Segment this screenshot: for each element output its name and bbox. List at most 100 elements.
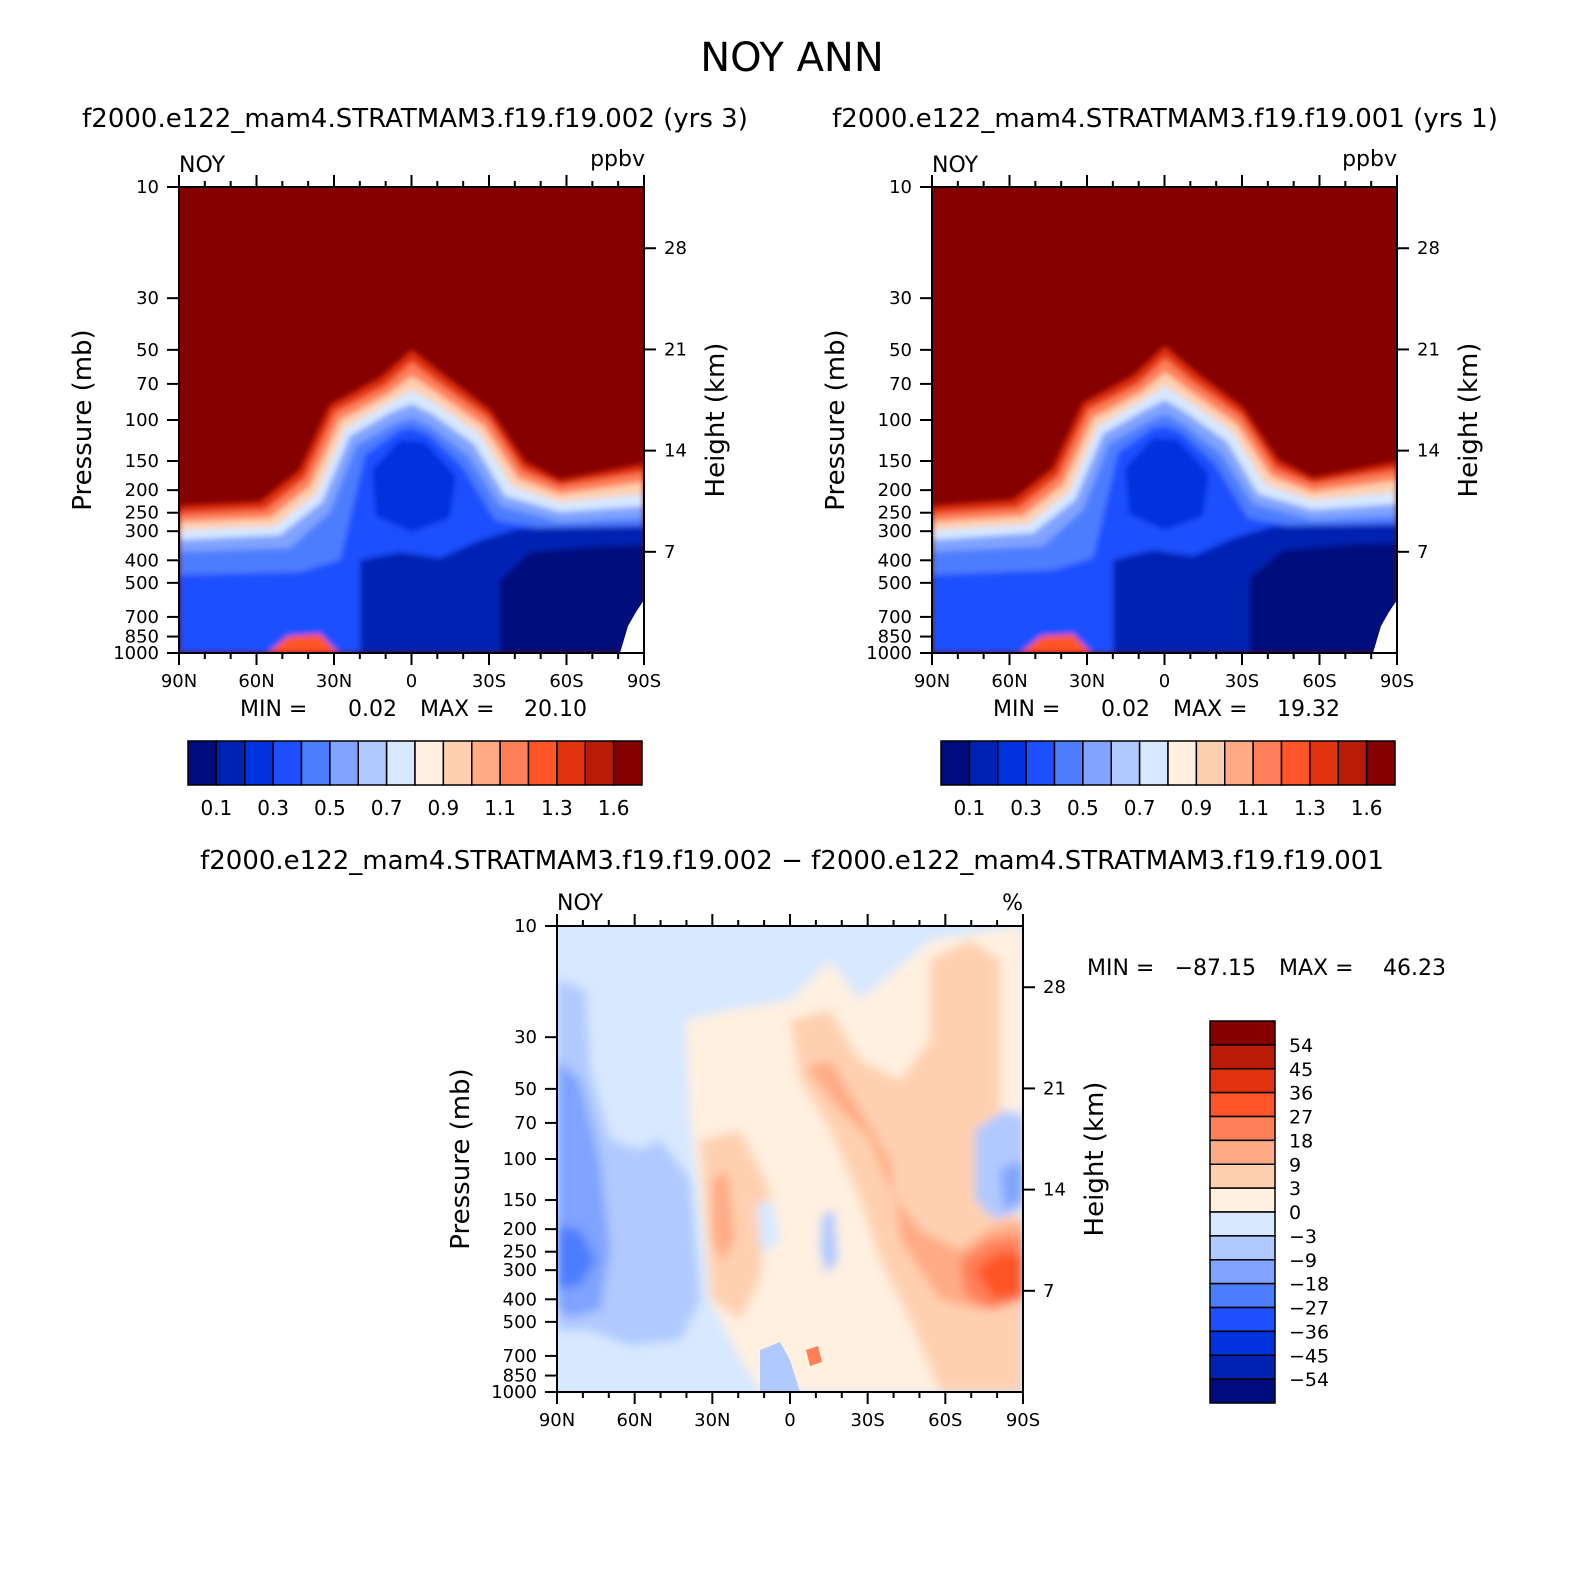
panel-c: f2000.e122_mam4.STRATMAM3.f19.f19.002 − … bbox=[200, 846, 1446, 1431]
panel-a-missing bbox=[620, 600, 644, 653]
colorbar-swatch bbox=[1209, 1211, 1276, 1237]
panel-c-contours bbox=[557, 926, 1023, 1392]
panel-b-colorbar-label: 0.5 bbox=[1067, 796, 1099, 820]
panel-c-y2label: Height (km) bbox=[1080, 1082, 1110, 1237]
panel-a-colorbar-label: 0.9 bbox=[427, 796, 459, 820]
panel-a-colorbar-label: 0.7 bbox=[371, 796, 403, 820]
panel-c-colorbar-label: 54 bbox=[1289, 1035, 1313, 1057]
panel-b-xtick-label: 90S bbox=[1380, 671, 1414, 692]
panel-c-ytick-label: 1000 bbox=[491, 1382, 537, 1403]
panel-b-contours bbox=[932, 187, 1397, 653]
panel-a-max-value: 20.10 bbox=[524, 697, 587, 722]
panel-a-colorbar-label: 0.5 bbox=[314, 796, 346, 820]
panel-a-ytick-labels: 10 30 50 70 100 150 200 250 300 400 500 … bbox=[113, 177, 159, 664]
panel-b-colorbar-label: 0.3 bbox=[1010, 796, 1042, 820]
panel-b-colorbar-label: 0.9 bbox=[1180, 796, 1212, 820]
panel-b-xtick-label: 60S bbox=[1302, 671, 1336, 692]
panel-b-ylabel: Pressure (mb) bbox=[821, 329, 851, 510]
panel-a-units: ppbv bbox=[590, 147, 645, 172]
colorbar-swatch bbox=[187, 740, 218, 786]
colorbar-swatch bbox=[1252, 740, 1283, 786]
panel-c-red-mid-4 bbox=[806, 1060, 1023, 1310]
colorbar-swatch bbox=[1209, 1139, 1276, 1165]
panel-c-ytick-labels: 10 30 50 70 100 150 200 250 300 400 500 … bbox=[491, 916, 537, 1403]
panel-c-blue-west-3 bbox=[557, 1225, 596, 1290]
panel-b-colorbar bbox=[940, 740, 1396, 786]
panel-c-xtick-label: 30N bbox=[694, 1410, 730, 1431]
colorbar-swatch bbox=[1209, 1354, 1276, 1380]
panel-c-colorbar-labels: 54 45 36 27 18 9 3 0 −3 −9 −18 −27 −36 −… bbox=[1289, 1035, 1329, 1391]
panel-b-colorbar-label: 1.6 bbox=[1351, 796, 1383, 820]
colorbar-swatch bbox=[1209, 1187, 1276, 1213]
panel-c-noise bbox=[760, 1342, 800, 1392]
panel-a-max-label: MAX = bbox=[420, 697, 495, 722]
panel-a-ytick-label: 100 bbox=[125, 410, 159, 431]
colorbar-swatch bbox=[612, 740, 643, 786]
panel-c-xtick-label: 0 bbox=[784, 1410, 795, 1431]
panel-a-ytick-label: 200 bbox=[125, 480, 159, 501]
panel-b-ytick-label: 300 bbox=[878, 521, 912, 542]
panel-a-ytick-label: 850 bbox=[125, 627, 159, 648]
panel-c-xtick-label: 90S bbox=[1006, 1410, 1040, 1431]
panel-c-variable: NOY bbox=[557, 891, 604, 916]
panel-b-min-value: 0.02 bbox=[1101, 697, 1150, 722]
panel-c-colorbar-label: −9 bbox=[1289, 1250, 1317, 1272]
panel-c-max-value: 46.23 bbox=[1383, 956, 1446, 981]
colorbar-swatch bbox=[584, 740, 615, 786]
panel-c-colorbar bbox=[1209, 1020, 1276, 1404]
colorbar-swatch bbox=[1209, 1163, 1276, 1189]
panel-a-axes bbox=[167, 175, 656, 665]
panel-b-colorbar-label: 1.1 bbox=[1237, 796, 1269, 820]
panel-c-ytick-label: 400 bbox=[503, 1289, 537, 1310]
colorbar-swatch bbox=[1167, 740, 1198, 786]
colorbar-swatch bbox=[1209, 1259, 1276, 1285]
panel-b-ytick-label: 150 bbox=[878, 451, 912, 472]
panel-c-min-label: MIN = bbox=[1087, 956, 1154, 981]
panel-b-band-11 bbox=[932, 600, 1008, 648]
panel-b-xtick-label: 30N bbox=[1069, 671, 1105, 692]
panel-b-xtick-label: 90N bbox=[914, 671, 950, 692]
colorbar-swatch bbox=[385, 740, 416, 786]
panel-a-y2tick-label: 7 bbox=[664, 542, 675, 563]
colorbar-swatch bbox=[499, 740, 530, 786]
panel-c-colorbar-label: −36 bbox=[1289, 1321, 1329, 1343]
panel-b-ytick-label: 850 bbox=[878, 627, 912, 648]
panel-b-axes bbox=[920, 175, 1409, 665]
panel-a-colorbar-labels: 0.1 0.3 0.5 0.7 0.9 1.1 1.3 1.6 bbox=[200, 796, 629, 820]
colorbar-swatch bbox=[1224, 740, 1254, 786]
panel-a-band-11 bbox=[179, 600, 250, 648]
colorbar-swatch bbox=[1209, 1330, 1276, 1356]
panel-b-y2tick-label: 28 bbox=[1417, 238, 1440, 259]
panel-b-variable: NOY bbox=[932, 153, 979, 178]
panel-c-y2tick-labels: 28 21 14 7 bbox=[1043, 977, 1066, 1302]
panel-c-colorbar-label: 9 bbox=[1289, 1154, 1301, 1176]
panel-b-ytick-label: 50 bbox=[889, 340, 912, 361]
panel-b-ytick-label: 250 bbox=[878, 503, 912, 524]
panel-c-ytick-label: 70 bbox=[514, 1113, 537, 1134]
panel-b-xtick-label: 30S bbox=[1225, 671, 1259, 692]
panel-b-xtick-label: 0 bbox=[1159, 671, 1170, 692]
panel-c-title: f2000.e122_mam4.STRATMAM3.f19.f19.002 − … bbox=[200, 846, 1384, 876]
colorbar-swatch bbox=[471, 740, 501, 786]
colorbar-swatch bbox=[442, 740, 473, 786]
colorbar-swatch bbox=[1209, 1068, 1276, 1094]
colorbar-swatch bbox=[1209, 1020, 1276, 1046]
panel-a-xtick-label: 30S bbox=[472, 671, 506, 692]
panel-c-colorbar-label: −3 bbox=[1289, 1226, 1317, 1248]
panel-c-colorbar-label: −18 bbox=[1289, 1274, 1329, 1296]
panel-a-ytick-label: 500 bbox=[125, 573, 159, 594]
panel-c-ytick-label: 500 bbox=[503, 1312, 537, 1333]
panel-a-y2tick-label: 28 bbox=[664, 238, 687, 259]
panel-c-ytick-label: 250 bbox=[503, 1242, 537, 1263]
panel-c-blue-east-2 bbox=[1000, 1160, 1023, 1210]
panel-a-colorbar-label: 1.6 bbox=[598, 796, 630, 820]
panel-a-ytick-label: 30 bbox=[136, 288, 159, 309]
colorbar-swatch bbox=[1209, 1235, 1276, 1261]
panel-b-min-label: MIN = bbox=[993, 697, 1060, 722]
panel-c-noise-2 bbox=[806, 1346, 822, 1366]
panel-a-xtick-labels: 90N 60N 30N 0 30S 60S 90S bbox=[161, 671, 661, 692]
panel-c-max-label: MAX = bbox=[1279, 956, 1354, 981]
panel-b-missing bbox=[1373, 600, 1397, 653]
panel-c-y2tick-label: 21 bbox=[1043, 1078, 1066, 1099]
